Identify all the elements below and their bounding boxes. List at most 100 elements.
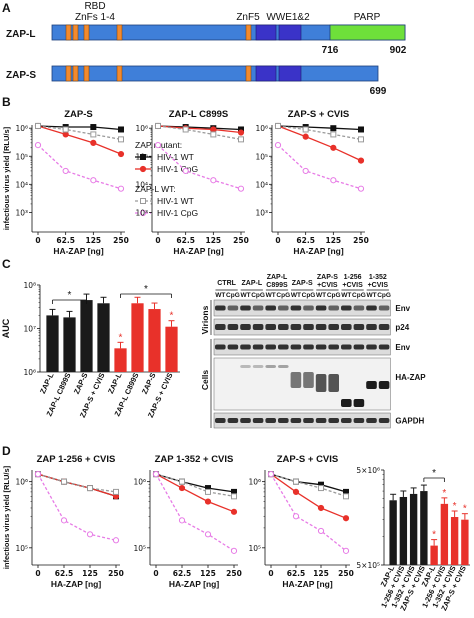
legend-marker [140, 154, 146, 160]
marker [90, 131, 97, 138]
band [240, 305, 251, 311]
band [240, 324, 251, 330]
band [252, 305, 264, 311]
lane-label: WT [240, 292, 250, 299]
bar [450, 517, 459, 565]
x-tick-label: 62.5 [287, 569, 306, 578]
legend-marker [139, 209, 147, 217]
domain-label: ZnFs 1-4 [75, 12, 115, 23]
legend-marker [140, 198, 146, 204]
blot-panel [213, 299, 391, 317]
x-tick-label: 0 [275, 236, 280, 245]
x-tick-label: 0 [153, 569, 158, 578]
legend-label: HIV-1 WT [157, 152, 194, 162]
bar [97, 303, 110, 372]
series-line [155, 473, 235, 493]
marker [275, 122, 281, 129]
lane-label: WT [366, 292, 376, 299]
x-tick-label: 125 [326, 236, 342, 245]
lane-label: CpG [327, 292, 341, 299]
band [252, 344, 264, 350]
y-tick-label: 10⁶ [248, 478, 261, 487]
y-tick-label: 10⁶ [15, 124, 28, 133]
marker [204, 531, 212, 538]
marker [61, 478, 67, 485]
marker [330, 177, 337, 184]
series-line [157, 144, 242, 190]
x-tick-label: 125 [313, 569, 329, 578]
marker [358, 126, 364, 133]
domain-label: WWE1&2 [266, 12, 310, 23]
band [278, 324, 289, 330]
legend-marker [139, 165, 147, 173]
x-tick-label: 62.5 [55, 569, 74, 578]
bar [63, 317, 76, 372]
band [328, 305, 339, 311]
blot-panel [213, 318, 391, 336]
x-tick-label: ZAP-L [38, 371, 56, 395]
bar [80, 300, 93, 372]
lane-label: CpG [251, 292, 265, 299]
series-line [277, 144, 362, 190]
series-line [270, 473, 347, 519]
marker [230, 547, 238, 554]
domain-map: ZAP-L RBD ZnFs 1-4 ZnF5 WWE1&2 PARP 716 … [6, 1, 407, 97]
band [315, 374, 327, 392]
wwe [255, 65, 277, 82]
y-tick-label: 10³ [255, 208, 268, 217]
y-tick-label: 10⁴ [15, 180, 28, 189]
marker [267, 471, 275, 478]
x-tick-label: 0 [35, 569, 40, 578]
annotation: * [144, 284, 148, 295]
protein-bar [51, 65, 379, 82]
lane-label: WT [341, 292, 351, 299]
lane-group-label: 1-352 [369, 274, 387, 281]
legend-title: ZAP-L WT: [135, 184, 176, 194]
band [240, 365, 251, 368]
lane-group-label: CTRL [217, 280, 236, 287]
znf [83, 65, 90, 82]
marker [330, 144, 337, 151]
band [215, 344, 226, 350]
series-line [155, 473, 235, 513]
band [353, 418, 365, 423]
lane-label: CpG [276, 292, 290, 299]
band [353, 324, 365, 330]
band [265, 344, 276, 350]
band [378, 418, 390, 423]
y-axis-label: infectious virus yield [RLU/s] [2, 465, 11, 569]
band [303, 418, 314, 423]
lane-label: CpG [302, 292, 316, 299]
x-tick-label: ZAP-S [140, 371, 158, 395]
marker [182, 126, 189, 133]
series-line [270, 473, 347, 552]
x-tick-label: 250 [113, 236, 129, 245]
band [328, 374, 339, 392]
band [278, 365, 289, 368]
x-tick-label: 125 [200, 569, 216, 578]
y-tick-label: 10⁶ [255, 124, 268, 133]
y-tick-label: 10⁶ [135, 124, 148, 133]
position-label: 902 [390, 45, 407, 56]
band [341, 305, 352, 311]
wwe [255, 24, 277, 41]
panel-label: C [2, 257, 11, 271]
annotation: * [432, 530, 436, 541]
x-tick-label: 250 [338, 569, 354, 578]
marker [178, 517, 186, 524]
marker [342, 515, 350, 522]
series-line [270, 473, 347, 497]
marker [210, 126, 217, 133]
panel-label: A [2, 1, 11, 15]
parp-domain [329, 24, 406, 41]
x-tick-label: 125 [82, 569, 98, 578]
band [227, 305, 239, 311]
y-tick-label: 10⁵ [248, 544, 261, 553]
x-tick-label: 250 [108, 569, 124, 578]
lane-label: WT [316, 292, 326, 299]
marker [182, 167, 189, 175]
marker [90, 124, 97, 131]
band [290, 324, 302, 330]
protein-label: ZAP-S [6, 70, 36, 81]
marker [358, 136, 364, 143]
